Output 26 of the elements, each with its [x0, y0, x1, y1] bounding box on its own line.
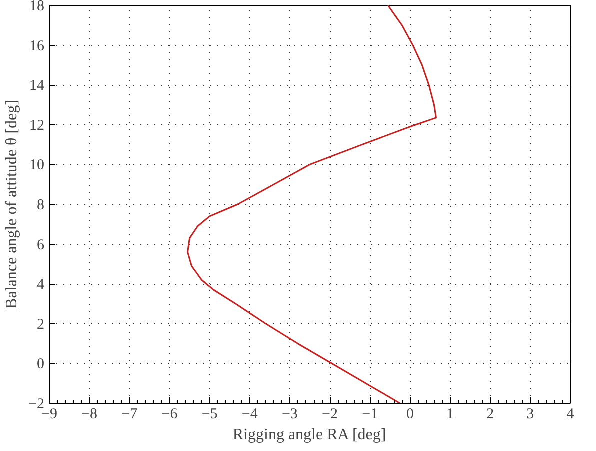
x-tick-label: −1: [362, 406, 378, 422]
y-tick-label: 6: [37, 237, 45, 254]
x-tick-label: 4: [566, 406, 575, 422]
y-tick-label: 4: [37, 277, 45, 294]
y-tick-label: 12: [30, 118, 44, 134]
x-tick-label: −3: [282, 406, 298, 422]
x-tick-label: −6: [162, 406, 178, 422]
x-tick-label: 3: [526, 406, 534, 422]
y-tick-label: 16: [30, 38, 45, 54]
y-tick-label: 0: [37, 356, 44, 373]
line-series: [187, 6, 437, 404]
y-axis-title: Balance angle of attitude θ [deg]: [4, 100, 21, 309]
x-tick-label: −2: [322, 406, 338, 422]
x-tick-label: 0: [406, 406, 414, 422]
y-tick-label: 18: [30, 0, 44, 14]
x-tick-label: −5: [202, 406, 218, 422]
x-tick-label: −7: [122, 406, 138, 422]
x-tick-label: 1: [446, 406, 454, 422]
x-tick-label: −4: [242, 406, 258, 422]
y-tick-label: 14: [30, 78, 45, 94]
y-tick-label: 8: [37, 198, 44, 214]
y-tick-label: 10: [30, 158, 44, 174]
y-tick-label: 2: [37, 316, 44, 333]
x-tick-label: 2: [486, 406, 494, 422]
x-tick-label: −8: [82, 406, 98, 422]
x-axis-title: Rigging angle RA [deg]: [232, 426, 386, 444]
